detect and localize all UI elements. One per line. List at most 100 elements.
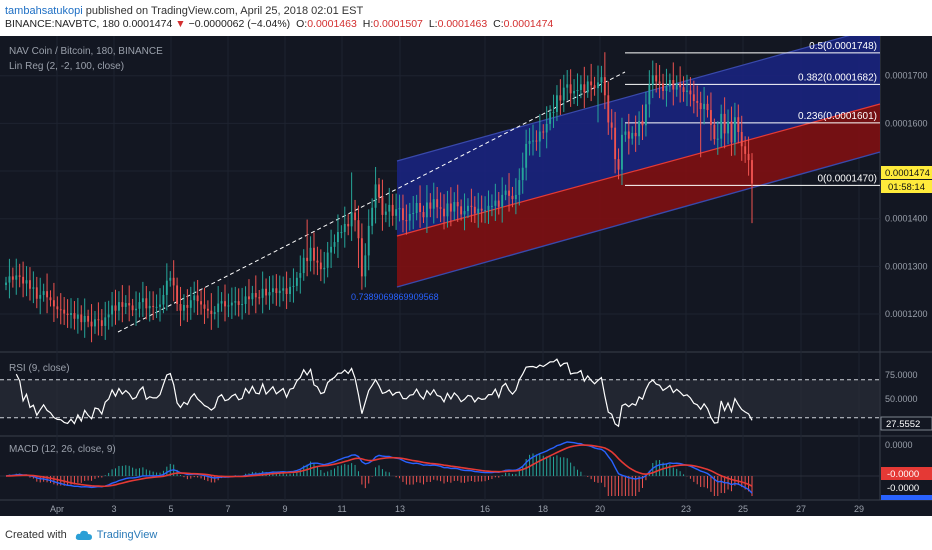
- candle-body[interactable]: [590, 81, 593, 86]
- candle-body[interactable]: [135, 308, 137, 311]
- candle-body[interactable]: [446, 203, 449, 217]
- candle-body[interactable]: [15, 275, 18, 280]
- candle-body[interactable]: [107, 314, 110, 318]
- candle-body[interactable]: [655, 75, 658, 82]
- candle-body[interactable]: [610, 122, 613, 128]
- candle-body[interactable]: [217, 303, 220, 313]
- candle-body[interactable]: [128, 303, 131, 306]
- candle-body[interactable]: [665, 86, 668, 91]
- candle-body[interactable]: [244, 296, 247, 305]
- candle-body[interactable]: [179, 304, 182, 311]
- candle-body[interactable]: [614, 127, 617, 160]
- channel-upper-line[interactable]: [396, 36, 880, 162]
- candle-body[interactable]: [497, 200, 500, 207]
- candle-body[interactable]: [388, 204, 391, 212]
- candle-body[interactable]: [104, 317, 107, 326]
- candle-body[interactable]: [686, 90, 688, 92]
- candle-body[interactable]: [66, 313, 69, 315]
- candle-body[interactable]: [248, 296, 250, 300]
- candle-body[interactable]: [265, 288, 268, 296]
- candle-body[interactable]: [391, 204, 394, 216]
- candle-body[interactable]: [692, 94, 695, 101]
- candle-body[interactable]: [289, 286, 291, 295]
- candle-body[interactable]: [73, 313, 76, 319]
- candle-body[interactable]: [381, 197, 384, 215]
- candle-body[interactable]: [141, 298, 144, 303]
- candle-body[interactable]: [371, 207, 374, 226]
- macd-line[interactable]: [5, 441, 753, 494]
- candle-body[interactable]: [340, 232, 343, 234]
- candle-body[interactable]: [477, 208, 480, 214]
- candle-body[interactable]: [576, 90, 579, 92]
- candle-body[interactable]: [473, 206, 476, 214]
- rsi-line[interactable]: [15, 358, 753, 428]
- candle-body[interactable]: [586, 81, 589, 93]
- candle-body[interactable]: [402, 208, 404, 221]
- candle-body[interactable]: [193, 295, 196, 301]
- candle-body[interactable]: [456, 202, 459, 207]
- candle-body[interactable]: [425, 202, 428, 218]
- candle-body[interactable]: [183, 304, 185, 311]
- candle-body[interactable]: [672, 80, 675, 90]
- candle-body[interactable]: [648, 84, 651, 105]
- candle-body[interactable]: [706, 103, 709, 111]
- candle-body[interactable]: [384, 211, 387, 215]
- candle-body[interactable]: [80, 314, 83, 323]
- candle-body[interactable]: [282, 288, 285, 291]
- author-link[interactable]: tambahsatukopi: [5, 5, 83, 17]
- candle-body[interactable]: [638, 121, 641, 137]
- candle-body[interactable]: [490, 205, 493, 207]
- candle-body[interactable]: [76, 314, 79, 319]
- candle-body[interactable]: [172, 277, 175, 286]
- candle-body[interactable]: [224, 301, 226, 307]
- candle-body[interactable]: [278, 290, 281, 294]
- candle-body[interactable]: [415, 202, 418, 213]
- candle-body[interactable]: [703, 103, 706, 110]
- candle-body[interactable]: [319, 262, 322, 270]
- candle-body[interactable]: [309, 247, 312, 262]
- candle-body[interactable]: [152, 305, 155, 307]
- candle-body[interactable]: [463, 211, 466, 215]
- candle-body[interactable]: [220, 301, 223, 304]
- candle-body[interactable]: [751, 160, 753, 184]
- candle-body[interactable]: [487, 205, 490, 211]
- candle-body[interactable]: [569, 84, 572, 94]
- candle-body[interactable]: [367, 225, 370, 256]
- candle-body[interactable]: [621, 134, 623, 170]
- candle-body[interactable]: [559, 95, 562, 101]
- candle-body[interactable]: [573, 90, 575, 94]
- candle-body[interactable]: [254, 293, 257, 298]
- candle-body[interactable]: [234, 301, 237, 303]
- candle-body[interactable]: [186, 304, 189, 308]
- candle-body[interactable]: [114, 305, 117, 311]
- candle-body[interactable]: [556, 95, 558, 112]
- candle-body[interactable]: [470, 205, 473, 207]
- candle-body[interactable]: [271, 288, 274, 293]
- candle-body[interactable]: [689, 90, 692, 95]
- candle-body[interactable]: [230, 302, 233, 306]
- candle-body[interactable]: [155, 306, 158, 308]
- candle-body[interactable]: [5, 282, 7, 285]
- candle-body[interactable]: [532, 140, 534, 142]
- tradingview-link[interactable]: TradingView: [96, 529, 158, 541]
- regression-extension-line[interactable]: [117, 71, 626, 333]
- candle-body[interactable]: [295, 277, 298, 286]
- candle-body[interactable]: [343, 223, 346, 233]
- candle-body[interactable]: [600, 77, 603, 83]
- channel-mid-line[interactable]: [396, 103, 881, 237]
- candle-body[interactable]: [285, 288, 288, 295]
- candle-body[interactable]: [357, 220, 360, 239]
- candle-body[interactable]: [378, 184, 380, 198]
- candle-body[interactable]: [59, 309, 62, 311]
- candle-body[interactable]: [213, 312, 216, 315]
- candle-body[interactable]: [56, 306, 59, 310]
- candle-body[interactable]: [336, 232, 339, 243]
- candle-body[interactable]: [261, 288, 264, 298]
- candle-body[interactable]: [268, 292, 271, 296]
- candle-body[interactable]: [696, 101, 699, 103]
- candle-body[interactable]: [275, 288, 278, 294]
- candle-body[interactable]: [740, 131, 743, 147]
- candle-body[interactable]: [165, 280, 168, 295]
- candle-body[interactable]: [90, 321, 93, 327]
- candle-body[interactable]: [138, 302, 141, 309]
